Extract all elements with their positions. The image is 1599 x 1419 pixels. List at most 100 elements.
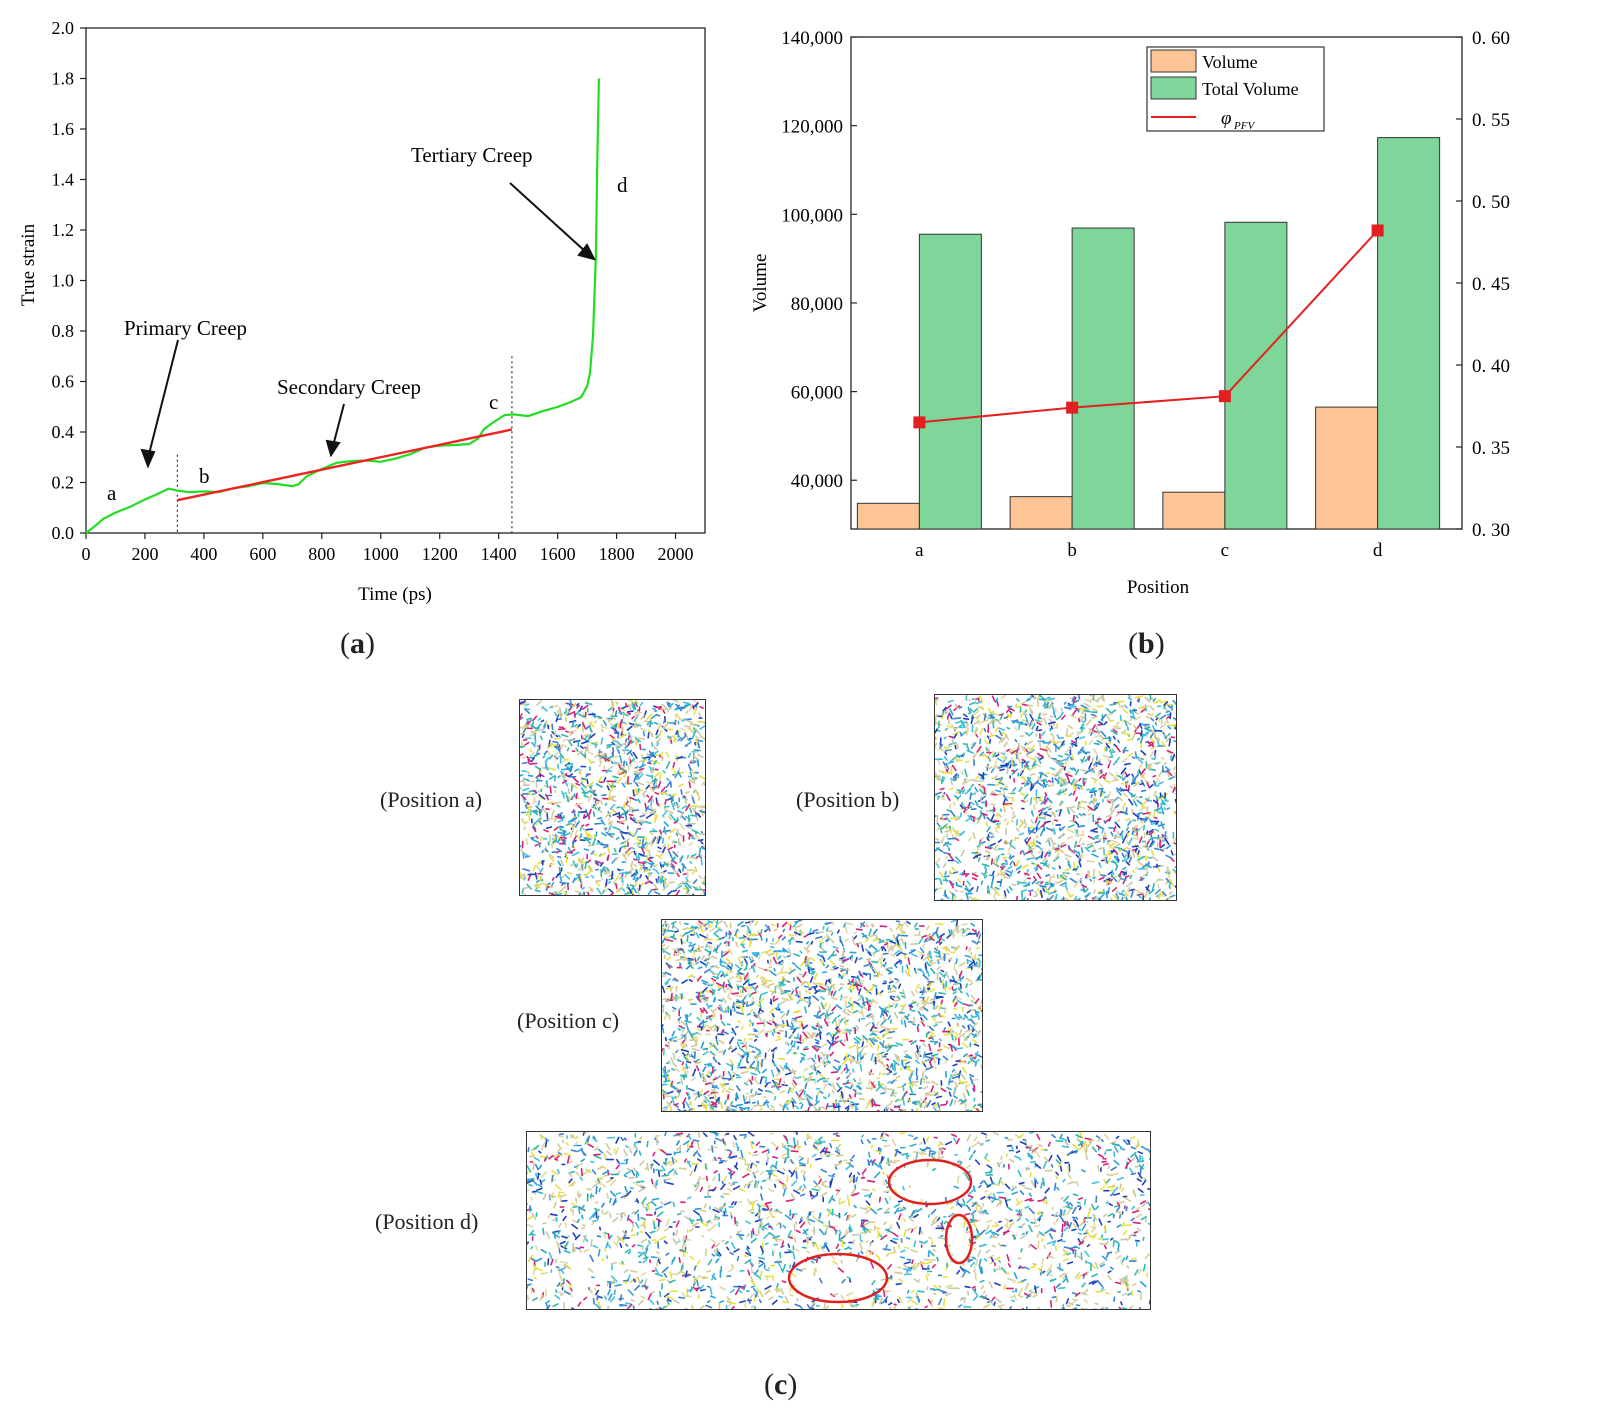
molecule-segment bbox=[1073, 881, 1079, 888]
molecule-segment bbox=[829, 1051, 835, 1057]
molecule-segment bbox=[1098, 734, 1102, 738]
molecule-segment bbox=[1042, 784, 1045, 789]
molecule-segment bbox=[651, 742, 654, 748]
molecule-segment bbox=[1121, 870, 1127, 875]
molecule-segment bbox=[938, 887, 942, 890]
molecule-segment bbox=[961, 933, 965, 938]
molecule-segment bbox=[1132, 812, 1140, 818]
molecule-segment bbox=[539, 836, 543, 842]
molecule-segment bbox=[713, 1053, 716, 1058]
molecule-segment bbox=[836, 1087, 843, 1093]
molecule-segment bbox=[643, 756, 650, 759]
molecule-segment bbox=[1074, 840, 1077, 848]
molecule-segment bbox=[634, 736, 642, 743]
molecule-segment bbox=[902, 1098, 906, 1106]
molecule-segment bbox=[685, 1101, 691, 1109]
molecule-segment bbox=[984, 765, 990, 768]
molecule-segment bbox=[877, 1036, 882, 1041]
molecule-segment bbox=[889, 1063, 893, 1069]
molecule-segment bbox=[567, 871, 573, 875]
molecule-segment bbox=[984, 753, 990, 761]
molecule-segment bbox=[855, 1085, 862, 1091]
molecule-segment bbox=[963, 928, 971, 932]
molecule-segment bbox=[833, 1100, 839, 1105]
molecule-segment bbox=[1148, 831, 1154, 836]
molecule-segment bbox=[1014, 727, 1018, 731]
molecule-segment bbox=[718, 1004, 723, 1011]
molecule-segment bbox=[1053, 856, 1060, 862]
molecule-segment bbox=[1174, 853, 1176, 856]
molecule-segment bbox=[1093, 802, 1101, 808]
molecule-segment bbox=[520, 778, 526, 783]
molecule-segment bbox=[847, 1057, 854, 1063]
molecule-segment bbox=[950, 929, 953, 935]
molecule-segment bbox=[906, 964, 909, 970]
molecule-segment bbox=[1098, 898, 1103, 900]
molecule-segment bbox=[617, 868, 621, 872]
molecule-segment bbox=[752, 1011, 758, 1017]
strain-curve bbox=[85, 78, 600, 534]
molecule-segment bbox=[751, 1022, 755, 1027]
molecule-segment bbox=[702, 922, 707, 926]
molecule-segment bbox=[962, 752, 966, 758]
molecule-segment bbox=[998, 781, 1005, 786]
molecule-segment bbox=[688, 781, 692, 789]
molecule-segment bbox=[662, 810, 668, 817]
molecule-segment bbox=[1174, 799, 1176, 804]
molecule-segment bbox=[642, 841, 648, 848]
molecule-segment bbox=[704, 1082, 712, 1086]
molecule-segment bbox=[661, 863, 670, 866]
molecule-segment bbox=[1071, 740, 1076, 744]
molecule-segment bbox=[907, 1020, 914, 1023]
molecule-segment bbox=[958, 970, 963, 979]
molecule-segment bbox=[1037, 888, 1042, 896]
molecule-segment bbox=[522, 852, 530, 858]
molecule-segment bbox=[1001, 756, 1007, 761]
molecule-segment bbox=[752, 1101, 756, 1104]
molecule-segment bbox=[924, 1066, 928, 1072]
chart-b-xtick-label: d bbox=[1373, 540, 1383, 561]
tertiary-arrowhead bbox=[577, 243, 596, 261]
molecule-segment bbox=[568, 702, 573, 709]
molecule-segment bbox=[1126, 773, 1131, 777]
molecule-segment bbox=[686, 890, 690, 894]
molecule-segment bbox=[803, 946, 811, 953]
molecule-segment bbox=[1105, 743, 1111, 749]
molecule-segment bbox=[697, 992, 701, 997]
molecule-segment bbox=[920, 1020, 926, 1027]
molecule-segment bbox=[615, 746, 621, 749]
molecule-segment bbox=[1148, 784, 1154, 789]
molecule-segment bbox=[1172, 716, 1176, 721]
molecule-segment bbox=[943, 756, 948, 761]
molecule-segment bbox=[979, 728, 984, 736]
molecule-segment bbox=[941, 824, 948, 830]
molecule-segment bbox=[1161, 741, 1167, 748]
molecule-segment bbox=[857, 1004, 864, 1009]
molecule-segment bbox=[604, 755, 608, 760]
molecule-segment bbox=[906, 1013, 910, 1018]
molecule-segment bbox=[684, 884, 690, 892]
molecule-segment bbox=[870, 998, 874, 1005]
chart-a-ytick-label: 0.6 bbox=[52, 372, 75, 392]
molecule-segment bbox=[885, 938, 894, 942]
molecule-segment bbox=[954, 1013, 961, 1021]
molecule-segment bbox=[753, 1014, 758, 1018]
molecule-segment bbox=[634, 766, 639, 769]
molecule-segment bbox=[595, 862, 600, 866]
molecule-segment bbox=[659, 829, 662, 835]
molecule-segment bbox=[612, 775, 619, 779]
molecule-segment bbox=[825, 964, 829, 969]
molecule-segment bbox=[568, 711, 576, 716]
molecule-segment bbox=[546, 750, 552, 756]
molecule-segment bbox=[580, 777, 589, 781]
molecule-segment bbox=[986, 816, 992, 822]
molecule-segment bbox=[1079, 746, 1084, 752]
molecule-segment bbox=[737, 920, 744, 927]
molecule-segment bbox=[1009, 844, 1016, 850]
molecule-segment bbox=[684, 1053, 690, 1062]
molecule-segment bbox=[701, 986, 708, 994]
molecule-segment bbox=[1030, 819, 1034, 824]
molecule-segment bbox=[1089, 789, 1097, 792]
molecule-segment bbox=[672, 851, 679, 858]
molecule-segment bbox=[932, 1001, 936, 1006]
